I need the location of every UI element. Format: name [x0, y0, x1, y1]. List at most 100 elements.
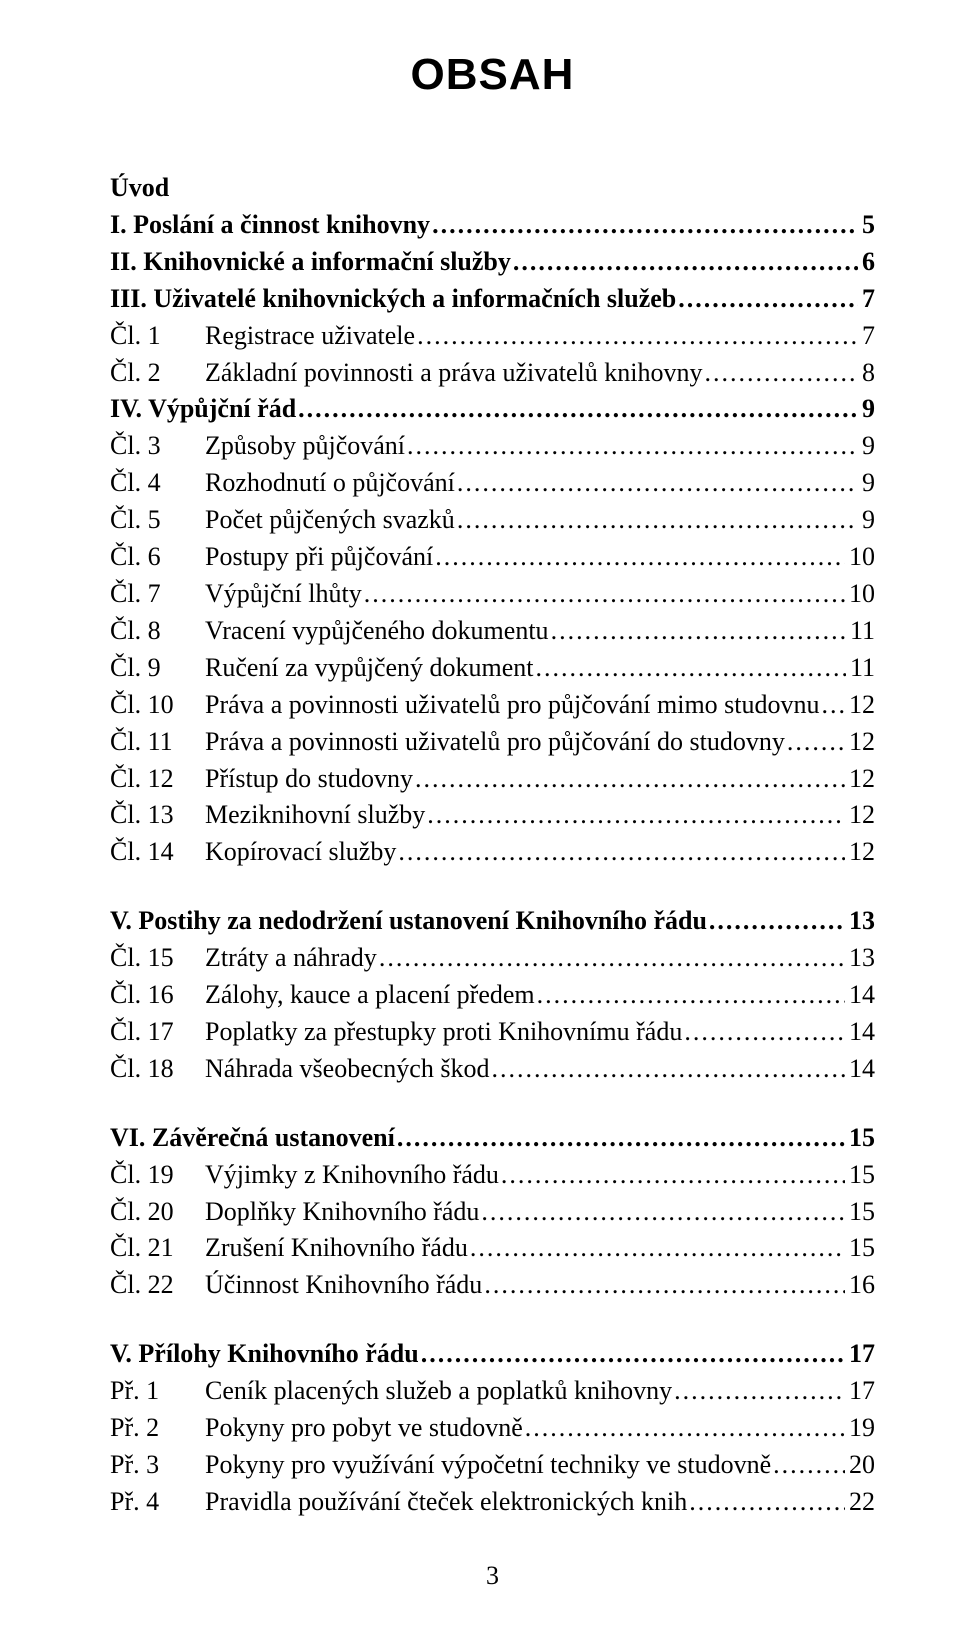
toc-row-page: 14	[845, 977, 875, 1014]
toc-row-text: Postupy při půjčování	[205, 542, 435, 571]
toc-row-title: Pokyny pro pobyt ve studovně	[205, 1410, 845, 1447]
toc-row: Čl. 16Zálohy, kauce a placení předem14	[110, 977, 875, 1014]
toc-row-page: 12	[845, 724, 875, 761]
toc-row-page: 20	[845, 1447, 875, 1484]
toc-row-title: Ztráty a náhrady	[205, 940, 845, 977]
toc-container: ÚvodI. Poslání a činnost knihovny5II. Kn…	[110, 170, 875, 1521]
toc-row-text: Základní povinnosti a práva uživatelů kn…	[205, 358, 705, 387]
toc-row-label: Čl. 15	[110, 940, 205, 977]
toc-row: Čl. 2Základní povinnosti a práva uživate…	[110, 355, 875, 392]
toc-row: Čl. 3Způsoby půjčování9	[110, 428, 875, 465]
toc-row-text: Rozhodnutí o půjčování	[205, 468, 457, 497]
toc-row-page: 9	[858, 391, 875, 428]
toc-row-text: II. Knihovnické a informační služby	[110, 247, 513, 276]
toc-row-title: Úvod	[110, 170, 871, 207]
toc-row-text: IV. Výpůjční řád	[110, 394, 298, 423]
toc-row-label: Čl. 17	[110, 1014, 205, 1051]
toc-row-label: Čl. 2	[110, 355, 205, 392]
toc-row: V. Postihy za nedodržení ustanovení Knih…	[110, 903, 875, 940]
toc-row-text: III. Uživatelé knihovnických a informačn…	[110, 284, 678, 313]
toc-row-title: Počet půjčených svazků	[205, 502, 858, 539]
toc-row-page: 15	[845, 1157, 875, 1194]
toc-row-title: Práva a povinnosti uživatelů pro půjčová…	[205, 724, 845, 761]
toc-row-text: I. Poslání a činnost knihovny	[110, 210, 432, 239]
toc-row-page: 12	[845, 797, 875, 834]
toc-row-title: Ceník placených služeb a poplatků knihov…	[205, 1373, 845, 1410]
toc-row-title: Ručení za vypůjčený dokument	[205, 650, 846, 687]
toc-row-title: III. Uživatelé knihovnických a informačn…	[110, 281, 858, 318]
toc-row-label: Čl. 13	[110, 797, 205, 834]
toc-row-text: Kopírovací služby	[205, 837, 398, 866]
toc-row-title: Registrace uživatele	[205, 318, 858, 355]
toc-row-label: Čl. 19	[110, 1157, 205, 1194]
toc-row-label: Čl. 3	[110, 428, 205, 465]
toc-row-title: Postupy při půjčování	[205, 539, 845, 576]
toc-group: VI. Závěrečná ustanovení15Čl. 19Výjimky …	[110, 1120, 875, 1305]
toc-row-page: 12	[845, 834, 875, 871]
toc-row-page: 17	[845, 1336, 875, 1373]
toc-row-text: Pokyny pro pobyt ve studovně	[205, 1413, 525, 1442]
toc-row-page: 15	[845, 1194, 875, 1231]
toc-row: Čl. 8Vracení vypůjčeného dokumentu11	[110, 613, 875, 650]
toc-row: Čl. 18Náhrada všeobecných škod14	[110, 1051, 875, 1088]
toc-row: Př. 4Pravidla používání čteček elektroni…	[110, 1484, 875, 1521]
toc-row-text: Ztráty a náhrady	[205, 943, 379, 972]
toc-row-text: V. Přílohy Knihovního řádu	[110, 1339, 421, 1368]
toc-row-page: 5	[858, 207, 875, 244]
toc-row: Čl. 5Počet půjčených svazků9	[110, 502, 875, 539]
toc-row-page: 19	[845, 1410, 875, 1447]
toc-row-title: Náhrada všeobecných škod	[205, 1051, 845, 1088]
toc-row-page: 9	[858, 502, 875, 539]
toc-row-title: Poplatky za přestupky proti Knihovnímu ř…	[205, 1014, 845, 1051]
toc-row: Čl. 19Výjimky z Knihovního řádu15	[110, 1157, 875, 1194]
toc-row-text: Práva a povinnosti uživatelů pro půjčová…	[205, 727, 787, 756]
toc-row-text: Práva a povinnosti uživatelů pro půjčová…	[205, 690, 822, 719]
page-title: OBSAH	[110, 50, 875, 100]
toc-row: II. Knihovnické a informační služby 6	[110, 244, 875, 281]
toc-row-text: VI. Závěrečná ustanovení	[110, 1123, 397, 1152]
toc-row-label: Čl. 4	[110, 465, 205, 502]
toc-row-text: V. Postihy za nedodržení ustanovení Knih…	[110, 906, 709, 935]
toc-row-page: 10	[845, 539, 875, 576]
toc-row: Čl. 4Rozhodnutí o půjčování9	[110, 465, 875, 502]
toc-row-label: Čl. 22	[110, 1267, 205, 1304]
toc-row-text: Zrušení Knihovního řádu	[205, 1233, 470, 1262]
toc-row-text: Způsoby půjčování	[205, 431, 407, 460]
toc-row-page: 6	[858, 244, 875, 281]
toc-row-title: V. Postihy za nedodržení ustanovení Knih…	[110, 903, 845, 940]
toc-row: Čl. 12Přístup do studovny12	[110, 761, 875, 798]
toc-row-page: 16	[845, 1267, 875, 1304]
toc-row-title: VI. Závěrečná ustanovení	[110, 1120, 845, 1157]
toc-row-text: Pravidla používání čteček elektronických…	[205, 1487, 689, 1516]
toc-row-title: I. Poslání a činnost knihovny	[110, 207, 858, 244]
toc-row-label: Př. 1	[110, 1373, 205, 1410]
toc-row-page: 14	[845, 1051, 875, 1088]
toc-row-text: Výpůjční lhůty	[205, 579, 364, 608]
toc-row-title: Účinnost Knihovního řádu	[205, 1267, 845, 1304]
toc-row-text: Meziknihovní služby	[205, 800, 427, 829]
toc-row: Př. 3Pokyny pro využívání výpočetní tech…	[110, 1447, 875, 1484]
toc-row-page: 7	[858, 281, 875, 318]
toc-row: VI. Závěrečná ustanovení15	[110, 1120, 875, 1157]
toc-row-label: Čl. 9	[110, 650, 205, 687]
toc-row-text: Účinnost Knihovního řádu	[205, 1270, 484, 1299]
toc-row-page: 13	[845, 903, 875, 940]
toc-row-label: Čl. 20	[110, 1194, 205, 1231]
toc-row-text: Doplňky Knihovního řádu	[205, 1197, 481, 1226]
toc-row-text: Ceník placených služeb a poplatků knihov…	[205, 1376, 674, 1405]
toc-row-label: Př. 3	[110, 1447, 205, 1484]
toc-row-title: Výpůjční lhůty	[205, 576, 845, 613]
toc-row-label: Čl. 5	[110, 502, 205, 539]
toc-row: Př. 2Pokyny pro pobyt ve studovně 19	[110, 1410, 875, 1447]
toc-row-title: Zálohy, kauce a placení předem	[205, 977, 845, 1014]
toc-row: Čl. 17Poplatky za přestupky proti Knihov…	[110, 1014, 875, 1051]
toc-row: Čl. 13Meziknihovní služby 12	[110, 797, 875, 834]
toc-row-page: 12	[845, 687, 875, 724]
document-page: OBSAH Úvod I. Poslání a činnost knihovny 5…	[0, 0, 960, 1626]
toc-row-page: 7	[858, 318, 875, 355]
toc-row-label: Čl. 6	[110, 539, 205, 576]
toc-row-title: V. Přílohy Knihovního řádu	[110, 1336, 845, 1373]
toc-row-page: 11	[846, 613, 875, 650]
toc-row-title: Způsoby půjčování	[205, 428, 858, 465]
toc-row-title: Meziknihovní služby	[205, 797, 845, 834]
